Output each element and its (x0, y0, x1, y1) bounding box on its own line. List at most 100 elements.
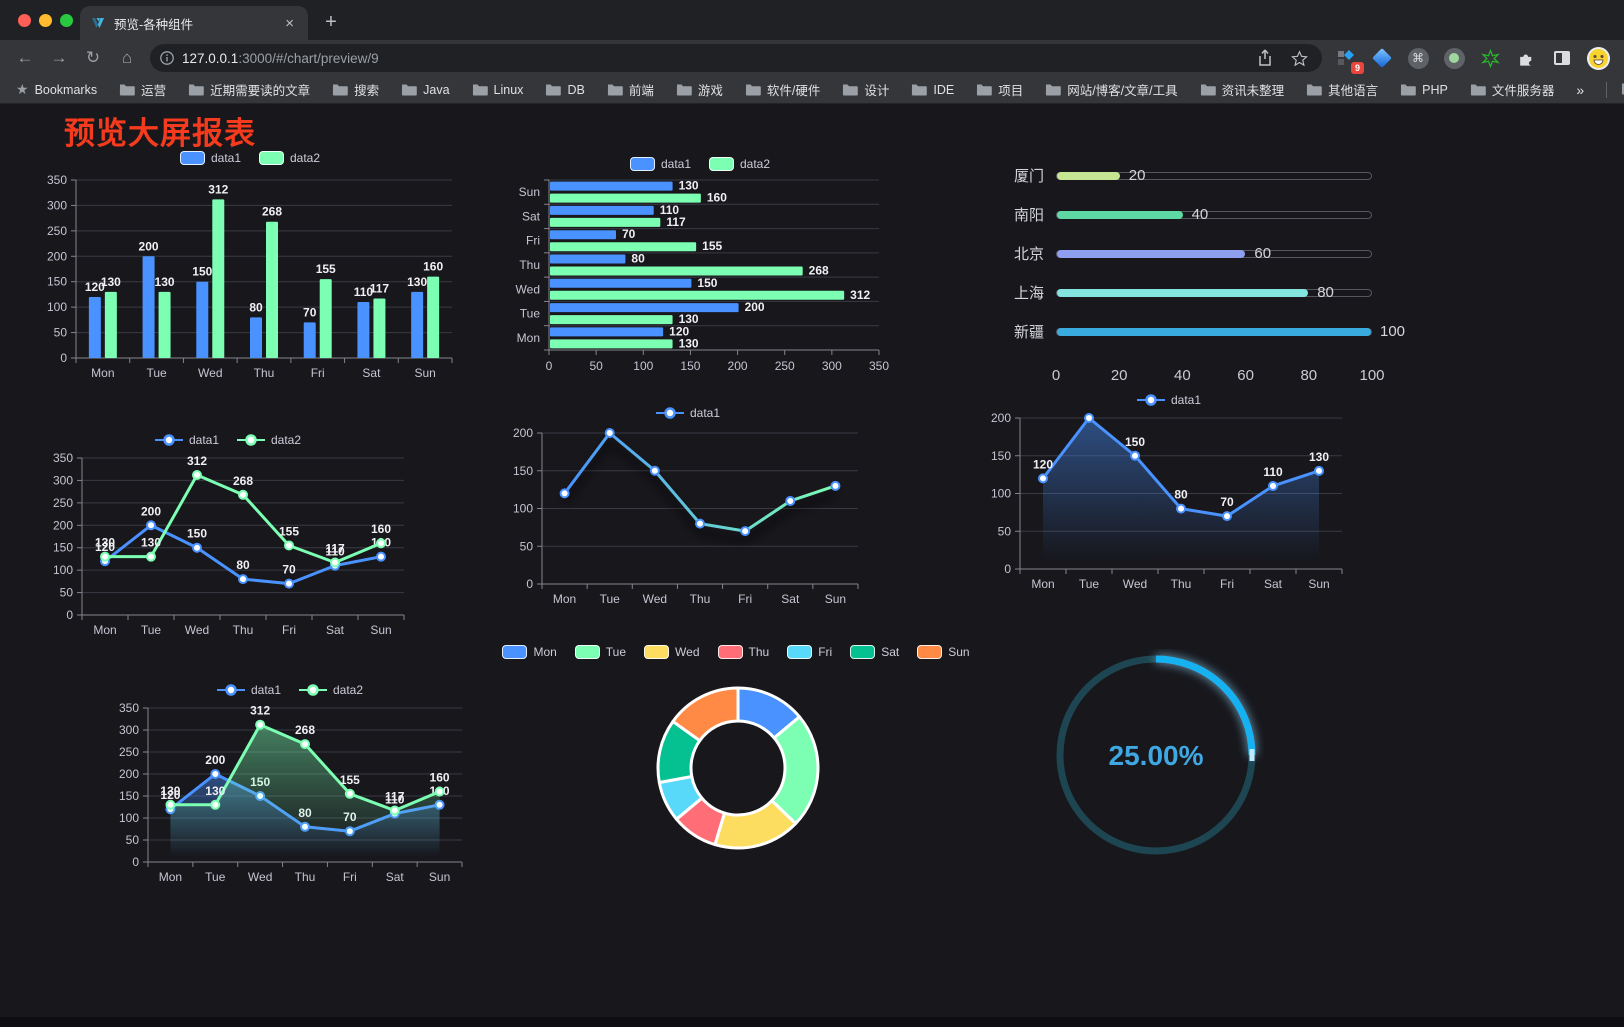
bookmark-folder[interactable]: 其他语言 (1306, 80, 1378, 99)
bookmark-folder[interactable]: 软件/硬件 (745, 80, 820, 99)
chart-line-area[interactable]: data1 0 50 100 150 200 Mon Tue Wed Thu Fri Sat Sun 12… (984, 386, 1354, 600)
folder-icon (977, 84, 992, 96)
share-icon[interactable] (1257, 49, 1273, 67)
bookmark-folder[interactable]: 游戏 (676, 80, 723, 99)
bookmark-folder[interactable]: Linux (472, 83, 523, 97)
close-window-button[interactable] (18, 14, 31, 27)
bookmark-folder[interactable]: 设计 (842, 80, 889, 99)
bookmark-folder[interactable]: 网站/博客/文章/工具 (1045, 80, 1178, 99)
legend-item[interactable]: data1 (655, 406, 720, 420)
legend-item[interactable]: Sun (917, 645, 970, 659)
bookmark-folder[interactable]: 项目 (976, 80, 1023, 99)
bookmark-star-icon[interactable] (1291, 49, 1308, 67)
svg-text:50: 50 (998, 524, 1012, 538)
legend-swatch (629, 157, 655, 171)
legend-item[interactable]: Fri (787, 645, 832, 659)
svg-text:200: 200 (745, 300, 765, 314)
bookmark-folder[interactable]: 运营 (119, 80, 166, 99)
bookmark-folder[interactable]: IDE (911, 83, 954, 97)
chart-grouped-bar[interactable]: data1 data2 0 50 100 150 200 250 300 350 Mon Tue Wed… (40, 144, 460, 389)
legend-item[interactable]: data1 (216, 683, 281, 697)
dashboard-page: 预览大屏报表 data1 data2 0 50 100 150 200 250 300 350 Mo… (0, 104, 1624, 1017)
progress-row: 厦门 20 (1000, 156, 1372, 195)
svg-text:80: 80 (249, 300, 263, 314)
legend-item[interactable]: Mon (502, 645, 557, 659)
home-icon[interactable]: ⌂ (121, 48, 133, 67)
profile-avatar[interactable] (1586, 46, 1610, 70)
svg-text:160: 160 (371, 522, 391, 536)
legend-item[interactable]: data1 (179, 151, 241, 165)
svg-text:300: 300 (53, 473, 73, 487)
chart-line-area-dual[interactable]: data1 data2 0 50 100 150 200 250 300 350 Mon Tue Wed… (108, 676, 472, 894)
chart-donut[interactable]: Mon Tue Wed Thu Fri Sat Sun (502, 638, 970, 868)
tab-manager-extension-icon[interactable]: 9 (1334, 46, 1364, 74)
bookmark-folder[interactable]: DB (545, 83, 585, 97)
bookmarks-overflow-icon[interactable]: » (1576, 81, 1585, 98)
legend-item[interactable]: data2 (259, 151, 320, 165)
bookmark-folder[interactable]: 资讯未整理 (1200, 80, 1284, 99)
legend-item[interactable]: data1 (629, 157, 691, 171)
reload-icon[interactable]: ↻ (85, 48, 101, 67)
chart-line-dual[interactable]: data1 data2 0 50 100 150 200 250 300 350 Mon Tue Wed… (42, 426, 414, 646)
gem-extension-icon[interactable] (1370, 46, 1394, 70)
legend-item[interactable]: Thu (717, 645, 769, 659)
legend-item[interactable]: Sat (850, 645, 899, 659)
extensions-row: 9 ⌘ ⋮ (1334, 44, 1624, 74)
folder-icon (472, 84, 488, 96)
svg-text:Thu: Thu (519, 258, 540, 272)
chart-horizontal-bar[interactable]: data1 data2 0 50 100 150 200 250 300 350 Sun 130 160… (505, 150, 895, 382)
progress-row: 上海 80 (1000, 273, 1372, 312)
bookmark-folder[interactable]: 前端 (607, 80, 654, 99)
svg-text:150: 150 (991, 449, 1011, 463)
gauge-value: 25.00% (1109, 740, 1204, 771)
legend-swatch (717, 645, 743, 659)
recorder-extension-icon[interactable] (1442, 46, 1466, 70)
bookmark-folder[interactable]: 搜索 (332, 80, 379, 99)
new-tab-button[interactable]: + (325, 11, 337, 33)
fullscreen-window-button[interactable] (60, 14, 73, 27)
svg-text:100: 100 (513, 502, 533, 516)
side-panel-icon[interactable] (1550, 46, 1574, 70)
tab-close-icon[interactable]: × (285, 14, 294, 32)
legend-item[interactable]: data1 (1136, 393, 1201, 407)
chart-gauge[interactable]: 25.00% (1050, 649, 1264, 867)
chart-progress-bars[interactable]: 厦门 20 南阳 40 北京 60 上海 80 新疆 100 0 20 40 60 80 100 (1000, 150, 1405, 395)
legend-item[interactable]: data2 (709, 157, 770, 171)
svg-text:150: 150 (187, 527, 207, 541)
bookmarks-star-icon: ★ (16, 81, 29, 97)
legend-item[interactable]: data2 (237, 433, 301, 447)
folder-icon (189, 84, 204, 96)
svg-text:110: 110 (354, 285, 374, 299)
browser-tab[interactable]: 预览-各种组件 × (80, 6, 308, 40)
folder-icon (546, 84, 562, 96)
bookmark-folder[interactable]: 文件服务器 (1470, 80, 1554, 99)
legend-item[interactable]: Wed (644, 645, 700, 659)
bookmark-folder[interactable]: PHP (1400, 83, 1448, 97)
back-icon[interactable]: ← (16, 48, 34, 67)
chart-legend: data1 data2 (108, 680, 472, 700)
svg-text:70: 70 (622, 227, 636, 241)
chart-line-gradient[interactable]: data1 0 50 100 150 200 Mon Tue Wed Thu Fri Sat Sun (506, 399, 870, 615)
legend-item[interactable]: data1 (154, 433, 219, 447)
svg-text:Tue: Tue (600, 592, 621, 606)
minimize-window-button[interactable] (39, 14, 52, 27)
green-star-extension-icon[interactable] (1478, 46, 1502, 70)
svg-text:Tue: Tue (1079, 577, 1100, 591)
bookmark-folder[interactable]: Java (401, 83, 450, 97)
svg-text:0: 0 (132, 855, 139, 869)
svg-text:70: 70 (282, 563, 296, 577)
address-bar[interactable]: 127.0.0.1:3000/#/chart/preview/9 (150, 44, 1322, 72)
svg-text:Wed: Wed (198, 366, 222, 380)
extensions-puzzle-icon[interactable] (1514, 46, 1538, 70)
bookmarks-manager[interactable]: ★ Bookmarks (16, 81, 98, 97)
forward-icon[interactable]: → (50, 48, 68, 67)
legend-swatch (787, 645, 813, 659)
bookmark-folder[interactable]: 近期需要读的文章 (188, 80, 310, 99)
svg-text:80: 80 (1174, 488, 1188, 502)
site-info-icon[interactable] (160, 51, 174, 65)
command-extension-icon[interactable]: ⌘ (1406, 46, 1430, 70)
legend-item[interactable]: data2 (299, 683, 363, 697)
svg-text:130: 130 (155, 275, 175, 289)
svg-text:50: 50 (520, 539, 534, 553)
legend-item[interactable]: Tue (574, 645, 626, 659)
